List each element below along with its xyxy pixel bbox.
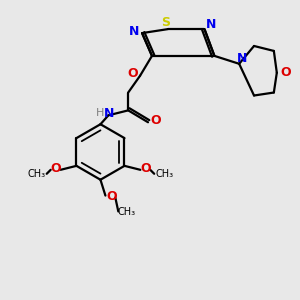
Text: O: O (140, 162, 151, 175)
Text: O: O (106, 190, 117, 203)
Text: O: O (151, 114, 161, 127)
Text: CH₃: CH₃ (155, 169, 173, 179)
Text: O: O (50, 162, 61, 175)
Text: S: S (161, 16, 170, 29)
Text: N: N (129, 25, 139, 38)
Text: N: N (104, 107, 115, 120)
Text: N: N (237, 52, 247, 65)
Text: CH₃: CH₃ (117, 207, 135, 218)
Text: CH₃: CH₃ (28, 169, 46, 179)
Text: H: H (96, 108, 105, 118)
Text: O: O (280, 66, 291, 79)
Text: N: N (206, 18, 217, 31)
Text: O: O (128, 67, 139, 80)
